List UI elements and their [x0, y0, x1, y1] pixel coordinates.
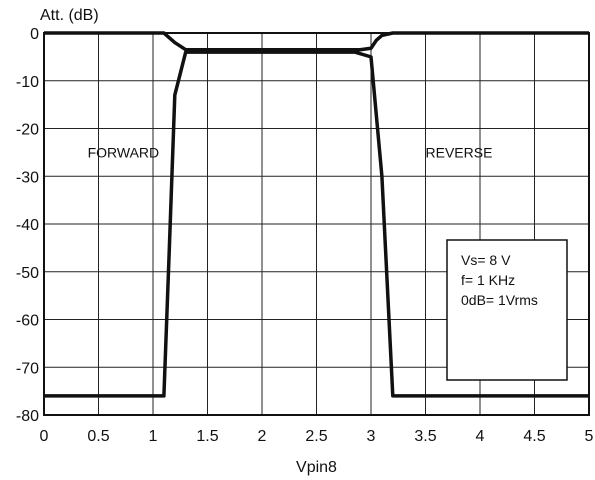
- y-tick-label-7: -70: [16, 360, 39, 377]
- annotation-forward: FORWARD: [88, 144, 160, 160]
- x-tick-label-1: 0.5: [87, 428, 109, 445]
- x-tick-label-10: 5: [585, 428, 594, 445]
- info-line-0: Vs= 8 V: [461, 252, 511, 268]
- y-tick-labels: 0 -10 -20 -30 -40 -50 -60 -70 -80: [16, 26, 39, 425]
- y-tick-label-8: -80: [16, 408, 39, 425]
- x-tick-label-3: 1.5: [196, 428, 218, 445]
- info-box: Vs= 8 V f= 1 KHz 0dB= 1Vrms: [447, 240, 567, 380]
- y-tick-label-2: -20: [16, 122, 39, 139]
- x-axis-label: Vpin8: [296, 459, 337, 476]
- y-tick-label-4: -40: [16, 217, 39, 234]
- annotation-reverse: REVERSE: [426, 144, 493, 160]
- y-tick-label-1: -10: [16, 74, 39, 91]
- x-tick-label-8: 4: [476, 428, 485, 445]
- y-axis-label: Att. (dB): [40, 7, 99, 24]
- info-line-1: f= 1 KHz: [461, 272, 515, 288]
- y-tick-label-3: -30: [16, 169, 39, 186]
- x-tick-label-5: 2.5: [305, 428, 327, 445]
- x-tick-label-0: 0: [40, 428, 49, 445]
- x-tick-label-4: 2: [258, 428, 267, 445]
- y-tick-label-6: -60: [16, 313, 39, 330]
- info-line-2: 0dB= 1Vrms: [461, 292, 538, 308]
- x-tick-label-2: 1: [149, 428, 158, 445]
- y-tick-label-0: 0: [30, 26, 39, 43]
- annotations: FORWARD REVERSE: [88, 144, 493, 160]
- x-tick-labels: 0 0.5 1 1.5 2 2.5 3 3.5 4 4.5 5: [40, 428, 594, 445]
- x-tick-label-7: 3.5: [414, 428, 436, 445]
- y-tick-label-5: -50: [16, 265, 39, 282]
- x-tick-label-6: 3: [367, 428, 376, 445]
- x-tick-label-9: 4.5: [523, 428, 545, 445]
